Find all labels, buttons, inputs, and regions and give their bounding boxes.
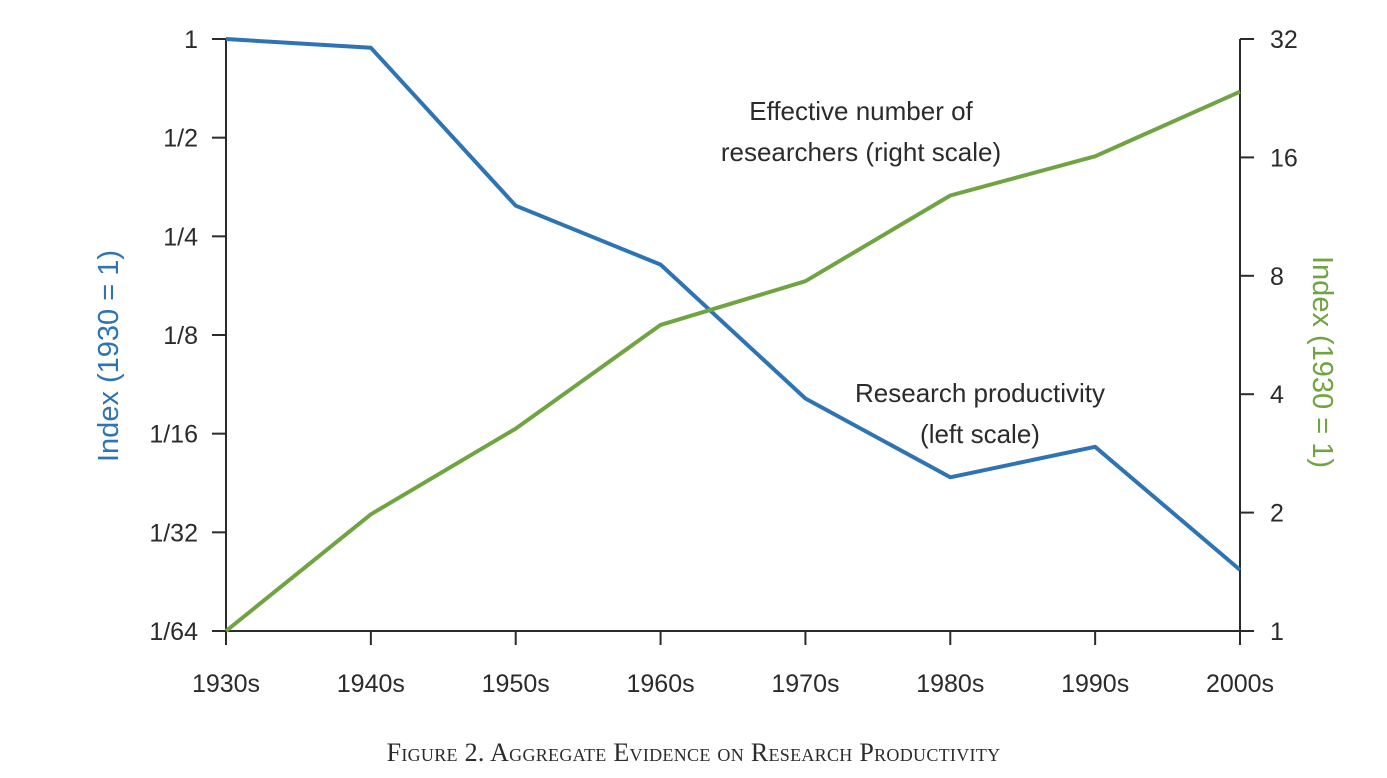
x-tick-label: 1930s	[192, 670, 260, 698]
annotation-researchers-line1: Effective number of	[749, 96, 973, 126]
effective-researchers-line	[224, 89, 1241, 633]
x-tick-label: 2000s	[1206, 670, 1274, 698]
left-tick-label: 1/8	[163, 322, 198, 350]
right-tick-label: 1	[1270, 618, 1284, 646]
chart: 1 1/2 1/4 1/8 1/16 1/32 1/64 32 16 8 4 2 1 1930s 1940s…	[93, 26, 1338, 698]
left-tick-label: 1/32	[149, 519, 198, 547]
right-tick-label: 32	[1270, 26, 1298, 54]
annotation-researchers-line2: researchers (right scale)	[721, 137, 1001, 167]
right-axis-title: Index (1930 = 1)	[1306, 256, 1338, 468]
left-tick-label: 1/16	[149, 421, 198, 449]
left-tick-label: 1	[184, 26, 198, 54]
left-tick-label: 1/64	[149, 618, 198, 646]
right-tick-label: 4	[1270, 381, 1284, 409]
right-tick-label: 16	[1270, 144, 1298, 172]
right-tick-label: 2	[1270, 500, 1284, 528]
x-tick-label: 1960s	[627, 670, 695, 698]
x-tick-label: 1990s	[1061, 670, 1129, 698]
x-tick-label: 1980s	[916, 670, 984, 698]
left-tick-label: 1/4	[163, 223, 198, 251]
left-tick-label: 1/2	[163, 125, 198, 153]
x-tick-label: 1970s	[771, 670, 839, 698]
x-tick-label: 1940s	[337, 670, 405, 698]
right-tick-label: 8	[1270, 263, 1284, 291]
annotation-productivity-line2: (left scale)	[920, 419, 1040, 449]
left-axis-title: Index (1930 = 1)	[93, 250, 125, 462]
research-productivity-line	[225, 37, 1242, 572]
figure-caption: Figure 2. Aggregate Evidence on Research…	[386, 738, 1001, 767]
x-tick-label: 1950s	[482, 670, 550, 698]
annotation-productivity-line1: Research productivity	[855, 378, 1105, 408]
